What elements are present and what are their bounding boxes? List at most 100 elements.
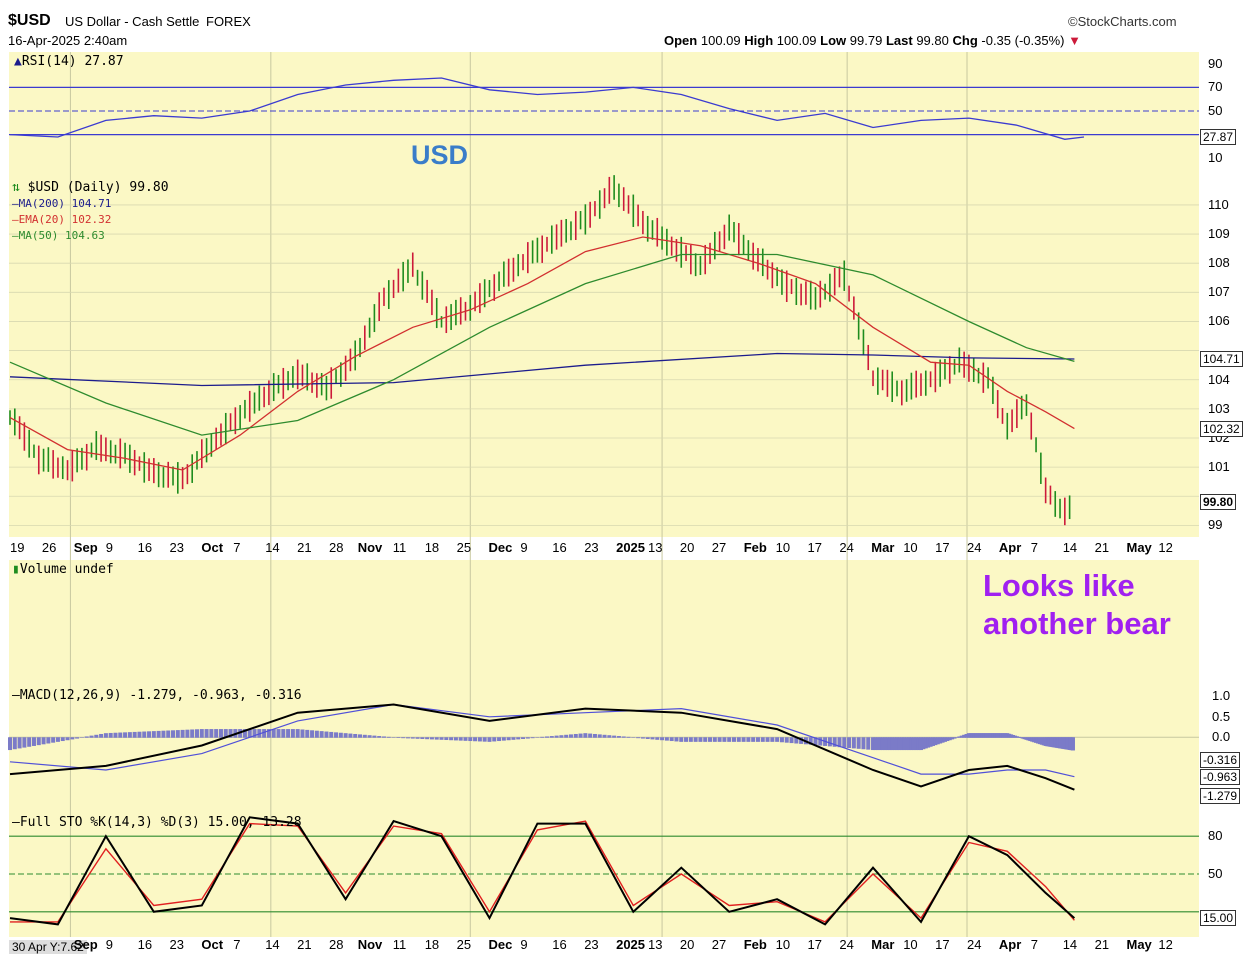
cursor-readout: 30 Apr Y:7.62 xyxy=(9,940,87,954)
macd-histogram-bar xyxy=(156,730,161,738)
macd-histogram-bar xyxy=(554,735,559,738)
rsi-current-tag: 27.87 xyxy=(1200,129,1237,146)
macd-histogram-bar xyxy=(482,737,487,742)
x-tick-label: 28 xyxy=(329,540,344,555)
x-tick-label-bottom: Sep xyxy=(73,937,98,952)
macd-histogram-bar xyxy=(391,737,396,738)
macd-histogram-bar xyxy=(921,737,926,750)
macd-histogram-bar xyxy=(607,735,612,738)
price-tick-label: 103 xyxy=(1208,400,1230,416)
macd-histogram-bar xyxy=(180,729,185,738)
x-tick-label-bottom: 24 xyxy=(967,937,982,952)
macd-histogram-bar xyxy=(813,737,818,746)
legend-price-label: $USD (Daily) 99.80 xyxy=(27,180,169,195)
sto-title-text: Full STO %K(14,3) %D(3) 15.00, 13.28 xyxy=(19,815,302,830)
macd-histogram-bar xyxy=(942,737,947,742)
ohlc-readout: Open 100.09 High 100.09 Low 99.79 Last 9… xyxy=(664,33,1081,48)
macd-histogram-bar xyxy=(856,737,861,749)
brand-logo: ©StockCharts.com xyxy=(1068,14,1177,29)
x-tick-label-bottom: 23 xyxy=(584,937,599,952)
macd-histogram-bar xyxy=(65,737,70,741)
price-tick-label: 101 xyxy=(1208,459,1230,475)
bear-annotation-line2: another bear xyxy=(983,606,1171,641)
x-tick-label-bottom: 10 xyxy=(903,937,918,952)
macd-histogram-bar xyxy=(290,729,295,738)
macd-histogram-bar xyxy=(295,729,300,738)
macd-histogram-bar xyxy=(933,737,938,746)
macd-histogram-bar xyxy=(861,737,866,750)
rsi-title-text: RSI(14) 27.87 xyxy=(21,54,124,69)
x-tick-label: 19 xyxy=(10,540,25,555)
macd-signal-line xyxy=(9,703,1075,778)
macd-histogram-bar xyxy=(636,737,641,739)
last-price-tag: 99.80 xyxy=(1200,494,1237,511)
macd-histogram-bar xyxy=(959,735,964,738)
macd-histogram-bar xyxy=(616,736,621,738)
macd-histogram-bar xyxy=(573,733,578,738)
macd-histogram-bar xyxy=(276,729,281,738)
macd-histogram-bar xyxy=(674,737,679,742)
chg-value: -0.35 (-0.35%) xyxy=(981,33,1065,48)
x-tick-label: Apr xyxy=(998,540,1022,555)
macd-histogram-bar xyxy=(950,737,955,740)
macd-histogram-bar xyxy=(429,737,434,740)
macd-histogram-bar xyxy=(712,737,717,742)
macd-histogram-bar xyxy=(878,737,883,751)
macd-histogram-bar xyxy=(832,737,837,747)
macd-histogram-bar xyxy=(348,733,353,738)
macd-histogram-bar xyxy=(947,737,952,741)
x-tick-label: 2025 xyxy=(616,540,646,555)
macd-histogram-bar xyxy=(866,737,871,750)
macd-histogram-bar xyxy=(468,737,473,742)
macd-histogram-bar xyxy=(926,737,931,748)
macd-histogram-bar xyxy=(621,736,626,738)
x-tick-label-bottom: 28 xyxy=(329,937,344,952)
legend-ma50: —MA(50) 104.63 xyxy=(12,229,105,242)
macd-histogram-bar xyxy=(372,735,377,738)
x-tick-label: 24 xyxy=(839,540,854,555)
ma200-tag: 104.71 xyxy=(1200,351,1243,368)
x-tick-label-bottom: 12 xyxy=(1158,937,1173,952)
macd-histogram-bar xyxy=(22,737,27,748)
chart-datetime: 16-Apr-2025 2:40am xyxy=(8,33,128,48)
macd-histogram-bar xyxy=(904,737,909,751)
macd-histogram-bar xyxy=(703,737,708,742)
macd-histogram-bar xyxy=(708,737,713,742)
x-tick-label-bottom: 25 xyxy=(456,937,472,952)
macd-histogram-bar xyxy=(132,731,137,738)
macd-histogram-bar xyxy=(161,730,166,738)
macd-histogram-bar xyxy=(760,737,765,742)
macd-histogram-bar xyxy=(880,737,885,751)
macd-histogram-bar xyxy=(525,737,530,739)
macd-histogram-bar xyxy=(338,732,343,738)
macd-tick-label: 1.0 xyxy=(1212,688,1231,704)
sto-tick-label: 80 xyxy=(1208,828,1223,844)
macd-histogram-bar xyxy=(75,737,80,739)
macd-histogram-bar xyxy=(640,737,645,739)
last-value: 99.80 xyxy=(916,33,949,48)
macd-histogram-bar xyxy=(453,737,458,741)
macd-histogram-bar xyxy=(885,737,890,751)
x-tick-label: 21 xyxy=(1094,540,1110,555)
x-tick-label: 10 xyxy=(775,540,791,555)
price-tick-label: 109 xyxy=(1208,226,1230,242)
macd-histogram-bar xyxy=(70,737,75,740)
macd-histogram-bar xyxy=(334,732,339,738)
low-value: 99.79 xyxy=(849,33,883,48)
x-tick-label: Feb xyxy=(743,540,767,555)
macd-histogram-bar xyxy=(175,730,180,738)
macd-histogram-bar xyxy=(31,737,36,746)
ema20-line xyxy=(9,236,1075,471)
x-tick-label-bottom: 17 xyxy=(935,937,950,952)
macd-histogram-bar xyxy=(401,737,406,739)
x-tick-label: 23 xyxy=(169,540,184,555)
macd-histogram-bar xyxy=(8,737,12,751)
macd-histogram-bar xyxy=(954,737,959,738)
sto-title: —Full STO %K(14,3) %D(3) 15.00, 13.28 xyxy=(12,815,302,830)
macd-histogram-bar xyxy=(415,737,420,739)
x-tick-label: 12 xyxy=(1158,540,1173,555)
macd-histogram-bar xyxy=(883,737,888,751)
macd-histogram-bar xyxy=(626,736,631,738)
chg-label: Chg xyxy=(952,33,978,48)
macd-histogram-bar xyxy=(358,734,363,738)
